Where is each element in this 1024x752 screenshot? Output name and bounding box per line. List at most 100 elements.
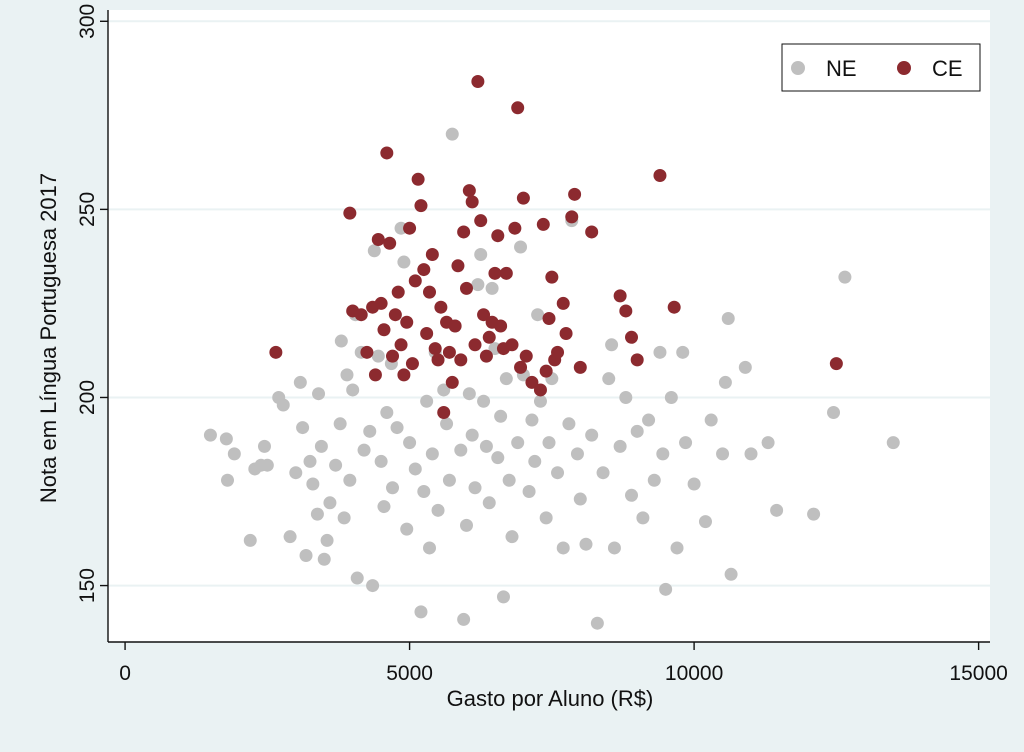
point-ne bbox=[306, 477, 320, 491]
point-ne bbox=[454, 443, 468, 457]
point-ne bbox=[474, 248, 488, 262]
point-ce bbox=[542, 311, 556, 325]
point-ce bbox=[403, 221, 417, 235]
point-ne bbox=[573, 492, 587, 506]
point-ce bbox=[477, 308, 491, 322]
point-ne bbox=[625, 488, 639, 502]
point-ne bbox=[317, 552, 331, 566]
point-ne bbox=[400, 522, 414, 536]
point-ce bbox=[405, 357, 419, 371]
point-ne bbox=[525, 413, 539, 427]
point-ne bbox=[687, 477, 701, 491]
point-ne bbox=[496, 590, 510, 604]
point-ce bbox=[653, 169, 667, 183]
point-ne bbox=[491, 451, 505, 465]
series-ce-points bbox=[269, 74, 843, 420]
point-ne bbox=[257, 439, 271, 453]
point-ce bbox=[394, 338, 408, 352]
point-ce bbox=[437, 406, 451, 420]
point-ce bbox=[559, 327, 573, 341]
point-ne bbox=[431, 503, 445, 517]
point-ce bbox=[269, 345, 283, 359]
point-ne bbox=[314, 439, 328, 453]
point-ne bbox=[417, 485, 431, 499]
point-ce bbox=[630, 353, 644, 367]
point-ce bbox=[474, 214, 488, 228]
point-ne bbox=[289, 466, 303, 480]
point-ne bbox=[838, 270, 852, 284]
point-ne bbox=[656, 447, 670, 461]
point-ce bbox=[448, 319, 462, 333]
point-ne bbox=[203, 428, 217, 442]
point-ce bbox=[343, 206, 357, 220]
point-ce bbox=[505, 338, 519, 352]
point-ce bbox=[667, 300, 681, 314]
point-ne bbox=[390, 421, 404, 435]
point-ne bbox=[374, 454, 388, 468]
point-ne bbox=[334, 334, 348, 348]
point-ne bbox=[613, 439, 627, 453]
point-ne bbox=[670, 541, 684, 555]
point-ne bbox=[531, 308, 545, 322]
point-ce bbox=[488, 266, 502, 280]
point-ne bbox=[340, 368, 354, 382]
point-ce bbox=[414, 199, 428, 213]
point-ne bbox=[471, 278, 485, 292]
point-ce bbox=[454, 353, 468, 367]
point-ne bbox=[827, 406, 841, 420]
gridlines bbox=[108, 20, 990, 587]
point-ne bbox=[664, 390, 678, 404]
point-ce bbox=[508, 221, 522, 235]
point-ce bbox=[494, 319, 508, 333]
point-ne bbox=[807, 507, 821, 521]
x-tick-label: 0 bbox=[119, 662, 131, 685]
point-ce bbox=[465, 195, 479, 209]
point-ne bbox=[494, 409, 508, 423]
point-ne bbox=[570, 447, 584, 461]
y-axis-ticks: 150 200 250 300 bbox=[76, 4, 108, 603]
point-ne bbox=[514, 240, 528, 254]
point-ne bbox=[724, 567, 738, 581]
point-ne bbox=[602, 372, 616, 386]
x-axis-ticks: 0 5000 10000 15000 bbox=[119, 642, 1008, 685]
point-ne bbox=[770, 503, 784, 517]
point-ce bbox=[386, 349, 400, 363]
point-ne bbox=[659, 582, 673, 596]
point-ce bbox=[383, 236, 397, 250]
point-ne bbox=[482, 496, 496, 510]
point-ce bbox=[400, 315, 414, 329]
point-ne bbox=[562, 417, 576, 431]
point-ne bbox=[414, 605, 428, 619]
point-ce bbox=[420, 327, 434, 341]
point-ne bbox=[542, 436, 556, 450]
point-ne bbox=[579, 537, 593, 551]
legend-label-ne: NE bbox=[826, 56, 857, 81]
point-ne bbox=[479, 439, 493, 453]
axes bbox=[107, 10, 990, 643]
point-ne bbox=[636, 511, 650, 525]
point-ne bbox=[243, 533, 257, 547]
y-tick-label: 150 bbox=[76, 568, 99, 603]
point-ne bbox=[533, 394, 547, 408]
point-ne bbox=[337, 511, 351, 525]
point-ne bbox=[477, 394, 491, 408]
point-ne bbox=[619, 390, 633, 404]
point-ne bbox=[343, 473, 357, 487]
point-ne bbox=[357, 443, 371, 457]
point-ne bbox=[380, 406, 394, 420]
point-ce bbox=[491, 229, 505, 243]
point-ne bbox=[718, 375, 732, 389]
point-ce bbox=[380, 146, 394, 160]
point-ne bbox=[679, 436, 693, 450]
point-ne bbox=[468, 481, 482, 495]
point-ne bbox=[310, 507, 324, 521]
legend: NE CE bbox=[781, 43, 981, 92]
point-ce bbox=[423, 285, 437, 299]
legend-marker-ne bbox=[791, 61, 805, 75]
point-ne bbox=[350, 571, 364, 585]
point-ce bbox=[434, 300, 448, 314]
y-axis-title: Nota em Língua Portuguesa 2017 bbox=[36, 173, 61, 503]
series-ne-points bbox=[203, 127, 900, 630]
point-ce bbox=[445, 375, 459, 389]
point-ne bbox=[505, 530, 519, 544]
